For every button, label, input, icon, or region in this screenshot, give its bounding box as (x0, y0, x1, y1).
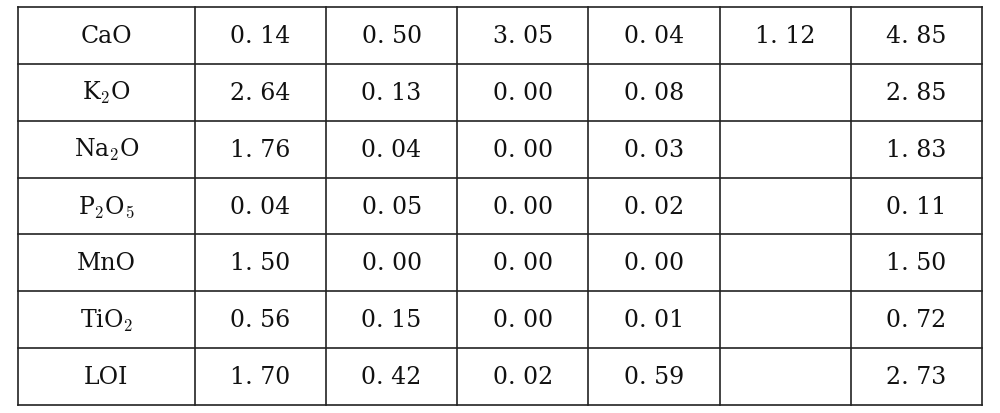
Text: 1. 50: 1. 50 (230, 252, 291, 275)
Text: 0. 42: 0. 42 (361, 365, 422, 388)
Text: 0. 00: 0. 00 (362, 252, 422, 275)
Text: MnO: MnO (77, 252, 136, 275)
Text: 2. 85: 2. 85 (886, 82, 947, 104)
Text: CaO: CaO (81, 25, 132, 48)
Text: 0. 04: 0. 04 (230, 195, 291, 218)
Text: 0. 56: 0. 56 (230, 309, 291, 331)
Text: 0. 00: 0. 00 (624, 252, 684, 275)
Text: 1. 50: 1. 50 (886, 252, 947, 275)
Text: 0. 11: 0. 11 (886, 195, 947, 218)
Text: 0. 02: 0. 02 (624, 195, 684, 218)
Text: Na$_2$O: Na$_2$O (74, 137, 139, 163)
Text: 0. 15: 0. 15 (361, 309, 422, 331)
Text: P$_2$O$_5$: P$_2$O$_5$ (78, 194, 135, 219)
Text: LOI: LOI (84, 365, 129, 388)
Text: 1. 70: 1. 70 (230, 365, 291, 388)
Text: 0. 59: 0. 59 (624, 365, 684, 388)
Text: 1. 12: 1. 12 (755, 25, 815, 48)
Text: 0. 50: 0. 50 (362, 25, 422, 48)
Text: 2. 64: 2. 64 (230, 82, 291, 104)
Text: 0. 14: 0. 14 (230, 25, 291, 48)
Text: 0. 01: 0. 01 (624, 309, 684, 331)
Text: 3. 05: 3. 05 (493, 25, 553, 48)
Text: 1. 76: 1. 76 (230, 138, 291, 161)
Text: 0. 08: 0. 08 (624, 82, 684, 104)
Text: 4. 85: 4. 85 (886, 25, 947, 48)
Text: 0. 00: 0. 00 (493, 195, 553, 218)
Text: 0. 13: 0. 13 (361, 82, 422, 104)
Text: 0. 04: 0. 04 (624, 25, 684, 48)
Text: TiO$_2$: TiO$_2$ (80, 307, 133, 333)
Text: 1. 83: 1. 83 (886, 138, 947, 161)
Text: 0. 00: 0. 00 (493, 252, 553, 275)
Text: 0. 03: 0. 03 (624, 138, 684, 161)
Text: 0. 02: 0. 02 (493, 365, 553, 388)
Text: 0. 00: 0. 00 (493, 309, 553, 331)
Text: 0. 00: 0. 00 (493, 82, 553, 104)
Text: 0. 04: 0. 04 (361, 138, 422, 161)
Text: 0. 00: 0. 00 (493, 138, 553, 161)
Text: K$_2$O: K$_2$O (82, 80, 131, 106)
Text: 2. 73: 2. 73 (886, 365, 947, 388)
Text: 0. 05: 0. 05 (362, 195, 422, 218)
Text: 0. 72: 0. 72 (886, 309, 947, 331)
